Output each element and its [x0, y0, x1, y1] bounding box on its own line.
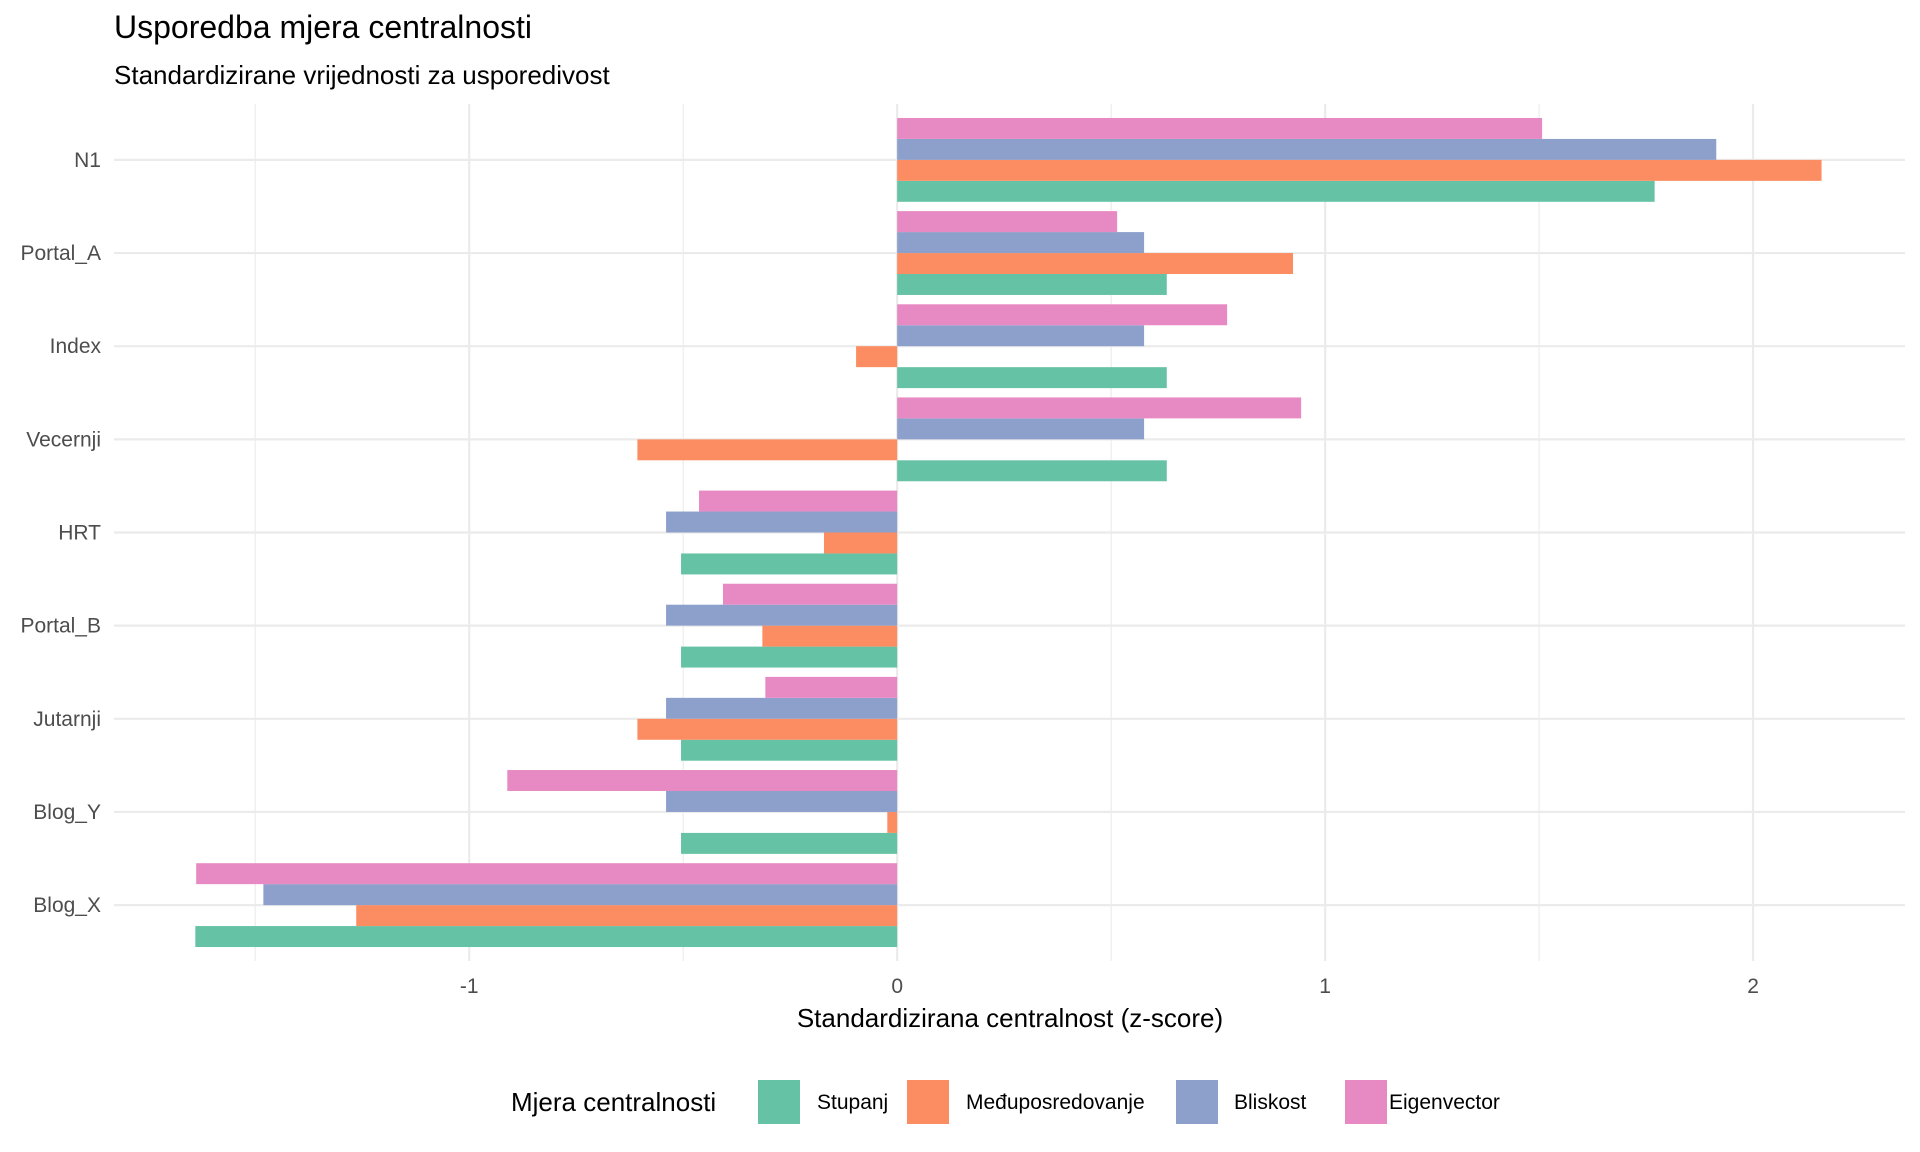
- bar-portal-a-eigenvector: [897, 211, 1118, 233]
- legend-label: Stupanj: [817, 1091, 888, 1114]
- bar-jutarnji-eigenvector: [765, 676, 898, 698]
- legend-label: Eigenvector: [1389, 1091, 1500, 1114]
- bar-blog-y-bliskost: [666, 790, 898, 812]
- bar-blog-y-međuposredovanje: [887, 811, 898, 833]
- legend-key-eigenvector: [1345, 1080, 1387, 1124]
- legend-title: Mjera centralnosti: [511, 1087, 716, 1117]
- bar-jutarnji-međuposredovanje: [637, 718, 898, 740]
- y-tick-label: HRT: [58, 522, 101, 545]
- bar-n1-bliskost: [897, 138, 1717, 160]
- bar-portal-b-međuposredovanje: [762, 625, 898, 647]
- bar-portal-a-bliskost: [897, 232, 1145, 254]
- bar-vecernji-stupanj: [897, 460, 1167, 482]
- bar-vecernji-međuposredovanje: [637, 439, 898, 461]
- y-tick-label: Jutarnji: [33, 708, 101, 731]
- bar-index-međuposredovanje: [856, 346, 898, 368]
- bar-blog-x-bliskost: [263, 884, 898, 906]
- bar-vecernji-bliskost: [897, 418, 1145, 440]
- bar-jutarnji-bliskost: [666, 697, 898, 719]
- bar-blog-x-međuposredovanje: [356, 905, 898, 927]
- y-tick-label: Index: [50, 335, 102, 358]
- bar-portal-a-stupanj: [897, 274, 1167, 295]
- bar-portal-a-međuposredovanje: [897, 253, 1294, 275]
- bar-index-stupanj: [897, 367, 1167, 389]
- bar-hrt-međuposredovanje: [823, 532, 898, 554]
- bar-index-eigenvector: [897, 304, 1228, 326]
- x-tick-label: 1: [1319, 975, 1331, 998]
- legend-label: Bliskost: [1234, 1091, 1307, 1114]
- legend-label: Međuposredovanje: [966, 1091, 1145, 1114]
- bar-hrt-stupanj: [681, 553, 898, 575]
- bar-n1-stupanj: [897, 180, 1655, 202]
- x-tick-label: 2: [1747, 975, 1759, 998]
- legend-key-bliskost: [1176, 1080, 1218, 1124]
- x-tick-label: 0: [891, 975, 903, 998]
- legend-key-stupanj: [758, 1080, 800, 1124]
- y-tick-label: Blog_X: [33, 894, 101, 917]
- bar-n1-međuposredovanje: [897, 159, 1822, 181]
- y-tick-label: N1: [74, 149, 101, 172]
- legend: Mjera centralnosti Stupanj Međuposredovan…: [511, 1080, 1500, 1124]
- bars: [195, 117, 1822, 948]
- y-tick-label: Vecernji: [26, 428, 101, 451]
- y-tick-label: Portal_A: [20, 242, 101, 265]
- x-axis-title: Standardizirana centralnost (z-score): [797, 1003, 1223, 1033]
- bar-index-bliskost: [897, 325, 1145, 347]
- y-tick-label: Portal_B: [20, 615, 101, 638]
- bar-blog-x-stupanj: [195, 926, 898, 948]
- bar-hrt-eigenvector: [699, 490, 898, 512]
- bar-portal-b-eigenvector: [722, 583, 898, 605]
- x-axis-labels: -1 0 1 2: [460, 975, 1759, 998]
- bar-portal-b-bliskost: [666, 604, 898, 626]
- chart-subtitle: Standardizirane vrijednosti za usporediv…: [114, 60, 610, 90]
- chart-title: Usporedba mjera centralnosti: [114, 9, 532, 45]
- bar-blog-y-eigenvector: [507, 770, 898, 791]
- bar-jutarnji-stupanj: [681, 739, 898, 761]
- bar-hrt-bliskost: [666, 511, 898, 533]
- x-tick-label: -1: [460, 975, 479, 998]
- bar-blog-x-eigenvector: [196, 863, 898, 885]
- legend-key-međuposredovanje: [907, 1080, 949, 1124]
- grid: [114, 104, 1905, 961]
- y-axis-labels: N1 Portal_A Index Vecernji HRT Portal_B Jutarn…: [20, 149, 101, 917]
- bar-portal-b-stupanj: [681, 646, 898, 668]
- bar-n1-eigenvector: [897, 117, 1543, 139]
- bar-vecernji-eigenvector: [897, 397, 1302, 419]
- y-tick-label: Blog_Y: [33, 801, 101, 824]
- bar-blog-y-stupanj: [681, 832, 898, 854]
